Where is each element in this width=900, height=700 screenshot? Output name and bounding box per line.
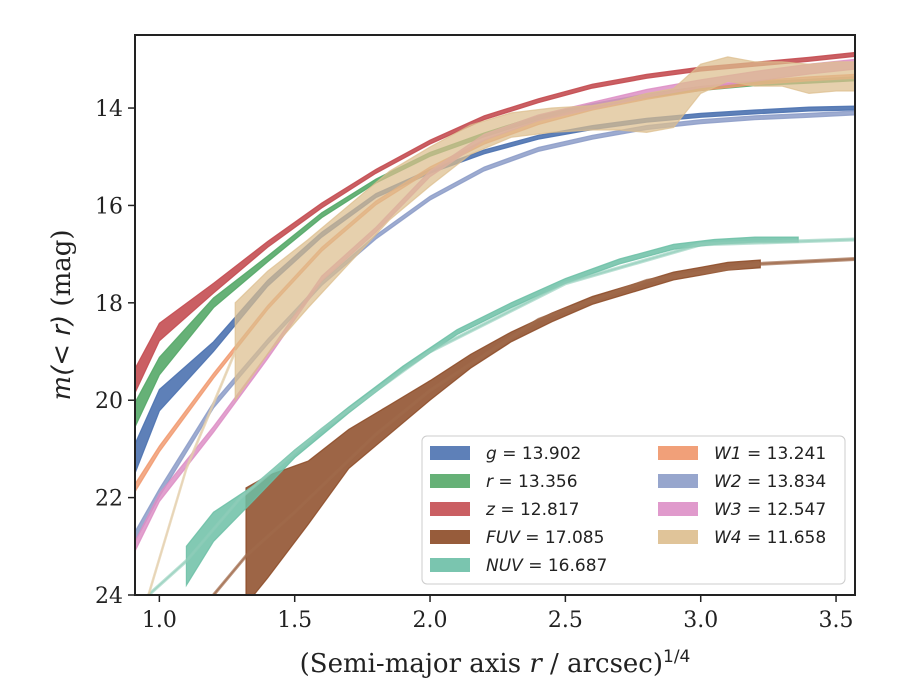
y-tick-label: 20 (95, 389, 123, 414)
legend: g = 13.902 r = 13.356 z = 12.817 FUV = 17.0… (421, 435, 846, 585)
series-band-fuv (245, 259, 761, 595)
legend-swatch (430, 446, 470, 460)
axis-layer: 1.0 1.5 2.0 2.5 3.0 3.5 14 16 18 20 22 24 (Semi-majo… (47, 97, 854, 679)
x-tick-label: 3.0 (683, 608, 718, 633)
legend-entry-z: z = 12.817 (430, 500, 579, 520)
legend-label: W4 = 11.658 (714, 528, 826, 548)
y-tick-label: 24 (95, 584, 123, 609)
series-band-w4-extension (147, 350, 237, 595)
y-tick-label: 16 (95, 194, 123, 219)
series-band-w4 (234, 56, 855, 403)
legend-label: g = 13.902 (486, 444, 581, 464)
legend-frame (421, 435, 846, 585)
legend-entry-w1: W1 = 13.241 (658, 444, 826, 464)
series-band-fuv-extension (212, 256, 855, 595)
legend-entry-r: r = 13.356 (430, 472, 578, 492)
legend-swatch (430, 558, 470, 572)
plot-frame (134, 34, 856, 596)
x-tick-label: 2.0 (413, 608, 448, 633)
x-tick-label: 1.5 (277, 608, 312, 633)
legend-entry-g: g = 13.902 (430, 444, 581, 464)
y-tick-label: 14 (95, 97, 123, 122)
series-layer (135, 51, 855, 595)
y-tick-label: 22 (95, 487, 123, 512)
legend-label: W1 = 13.241 (714, 444, 826, 464)
legend-entry-w3: W3 = 12.547 (658, 500, 826, 520)
legend-label: FUV = 17.085 (486, 528, 604, 548)
x-tick-label: 2.5 (548, 608, 583, 633)
legend-swatch (658, 474, 698, 488)
legend-entry-w2: W2 = 13.834 (658, 472, 826, 492)
legend-label: z = 12.817 (485, 500, 579, 520)
legend-swatch (430, 502, 470, 516)
x-tick-label: 3.5 (819, 608, 854, 633)
legend-swatch (430, 474, 470, 488)
x-tick-label: 1.0 (142, 608, 177, 633)
legend-label: r = 13.356 (486, 472, 578, 492)
legend-entry-fuv: FUV = 17.085 (430, 528, 604, 548)
series-band-r (135, 76, 855, 428)
legend-swatch (658, 502, 698, 516)
legend-label: W3 = 12.547 (714, 500, 826, 520)
legend-label: W2 = 13.834 (714, 472, 826, 492)
y-axis-title: m(< r) (mag) (47, 229, 77, 400)
legend-swatch (658, 530, 698, 544)
legend-entry-w4: W4 = 11.658 (658, 528, 826, 548)
legend-label: NUV = 16.687 (486, 556, 607, 576)
legend-swatch (658, 446, 698, 460)
y-tick-label: 18 (95, 292, 123, 317)
series-band-nuv-extension (147, 237, 855, 595)
series-band-z (135, 51, 855, 394)
legend-swatch (430, 530, 470, 544)
legend-entry-nuv: NUV = 16.687 (430, 556, 607, 576)
x-axis-title: (Semi-major axis r / arcsec)1/4 (300, 647, 691, 679)
